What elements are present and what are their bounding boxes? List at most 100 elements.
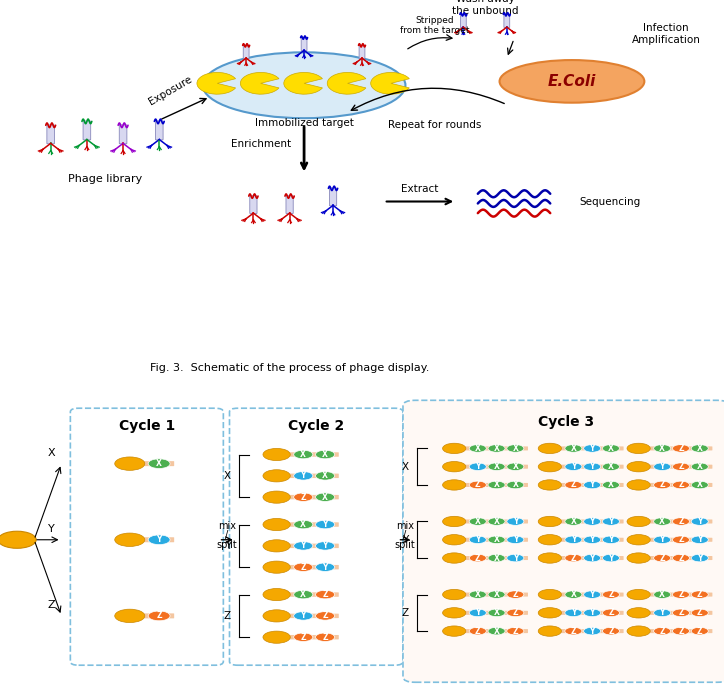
Circle shape xyxy=(263,610,290,622)
Text: Y: Y xyxy=(571,608,576,617)
Text: Z: Z xyxy=(300,632,306,641)
Circle shape xyxy=(584,591,601,599)
Text: Z: Z xyxy=(697,608,702,617)
Text: X: X xyxy=(608,480,614,489)
Circle shape xyxy=(442,626,466,636)
Circle shape xyxy=(294,471,313,480)
Text: mix: mix xyxy=(396,521,414,531)
FancyBboxPatch shape xyxy=(250,196,257,214)
Circle shape xyxy=(673,481,689,489)
FancyBboxPatch shape xyxy=(119,125,127,144)
FancyBboxPatch shape xyxy=(460,14,466,28)
Text: Z: Z xyxy=(678,535,683,545)
Circle shape xyxy=(627,553,650,563)
Text: Y: Y xyxy=(156,535,162,545)
Circle shape xyxy=(316,450,334,459)
Circle shape xyxy=(538,480,561,490)
Circle shape xyxy=(538,535,561,545)
Text: Y: Y xyxy=(589,608,595,617)
FancyBboxPatch shape xyxy=(561,629,623,633)
Circle shape xyxy=(263,540,290,552)
Text: Y: Y xyxy=(475,535,481,545)
Circle shape xyxy=(691,536,708,544)
Circle shape xyxy=(469,591,487,599)
Text: Z: Z xyxy=(156,611,162,621)
Circle shape xyxy=(294,542,313,550)
FancyBboxPatch shape xyxy=(649,520,712,524)
Text: Z: Z xyxy=(660,626,665,636)
FancyBboxPatch shape xyxy=(301,37,307,51)
Circle shape xyxy=(148,535,170,545)
Circle shape xyxy=(691,444,708,453)
Text: Stripped
from the target: Stripped from the target xyxy=(400,15,469,35)
Circle shape xyxy=(263,588,290,601)
FancyBboxPatch shape xyxy=(649,464,712,468)
Text: X: X xyxy=(494,626,500,636)
Circle shape xyxy=(602,536,620,544)
FancyBboxPatch shape xyxy=(561,520,623,524)
Circle shape xyxy=(488,554,505,562)
Circle shape xyxy=(442,444,466,453)
Text: /: / xyxy=(225,530,228,540)
Circle shape xyxy=(673,518,689,525)
Circle shape xyxy=(507,627,524,635)
Circle shape xyxy=(538,590,561,600)
Circle shape xyxy=(691,481,708,489)
Circle shape xyxy=(602,444,620,453)
Text: X: X xyxy=(224,471,231,481)
Text: X: X xyxy=(608,462,614,471)
Circle shape xyxy=(507,609,524,617)
Circle shape xyxy=(602,591,620,599)
Text: Phage library: Phage library xyxy=(68,174,142,184)
Text: Y: Y xyxy=(322,520,328,529)
Text: X: X xyxy=(494,480,500,489)
Text: X: X xyxy=(494,462,500,471)
Ellipse shape xyxy=(500,60,644,102)
Circle shape xyxy=(654,518,670,525)
Circle shape xyxy=(538,462,561,472)
Circle shape xyxy=(602,627,620,635)
Circle shape xyxy=(442,516,466,527)
Circle shape xyxy=(654,536,670,544)
Text: Y: Y xyxy=(322,541,328,550)
Circle shape xyxy=(627,462,650,472)
Text: Z: Z xyxy=(322,611,328,621)
Text: X: X xyxy=(571,517,576,526)
Circle shape xyxy=(691,609,708,617)
Text: X: X xyxy=(475,517,481,526)
FancyBboxPatch shape xyxy=(465,538,528,542)
Text: Repeat for rounds: Repeat for rounds xyxy=(388,120,481,130)
FancyBboxPatch shape xyxy=(649,629,712,633)
FancyBboxPatch shape xyxy=(465,629,528,633)
Text: Z: Z xyxy=(300,563,306,572)
Text: Y: Y xyxy=(475,462,481,471)
Circle shape xyxy=(294,563,313,572)
Text: Y: Y xyxy=(513,554,518,563)
Circle shape xyxy=(469,554,487,562)
FancyBboxPatch shape xyxy=(649,611,712,615)
Text: the unbound: the unbound xyxy=(452,6,518,15)
Text: Z: Z xyxy=(571,626,576,636)
Text: Z: Z xyxy=(608,590,614,599)
Text: Z: Z xyxy=(475,626,481,636)
Circle shape xyxy=(488,627,505,635)
Text: Y: Y xyxy=(589,590,595,599)
FancyBboxPatch shape xyxy=(561,446,623,450)
Text: Y: Y xyxy=(322,563,328,572)
Text: Y: Y xyxy=(571,535,576,545)
Circle shape xyxy=(442,608,466,618)
FancyBboxPatch shape xyxy=(230,408,403,665)
Text: X: X xyxy=(494,444,500,453)
Text: Z: Z xyxy=(678,517,683,526)
Circle shape xyxy=(469,536,487,544)
Circle shape xyxy=(316,471,334,480)
Circle shape xyxy=(565,609,582,617)
Wedge shape xyxy=(284,73,322,94)
Circle shape xyxy=(654,609,670,617)
Text: X: X xyxy=(475,444,481,453)
Circle shape xyxy=(565,518,582,525)
Text: X: X xyxy=(322,450,328,459)
Text: Y: Y xyxy=(513,535,518,545)
Text: Sequencing: Sequencing xyxy=(579,197,641,206)
Text: X: X xyxy=(475,590,481,599)
